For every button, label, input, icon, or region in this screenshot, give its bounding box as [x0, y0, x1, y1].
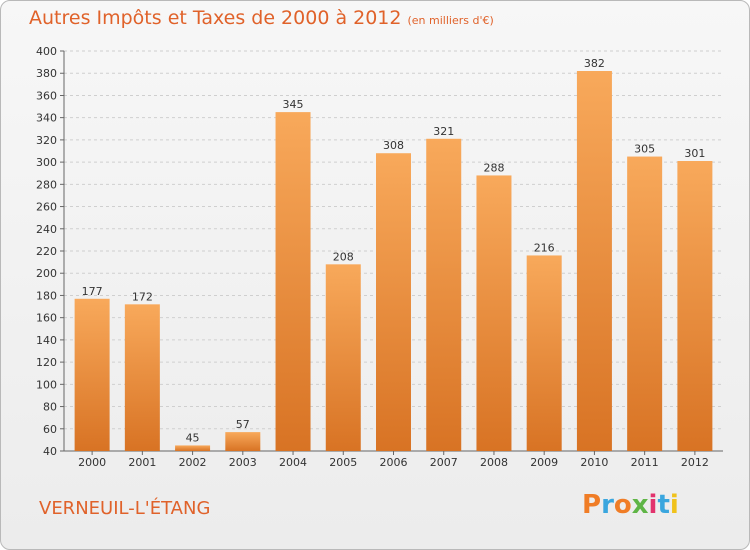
value-label: 321 [433, 125, 454, 138]
bar-2012 [677, 161, 713, 451]
y-tick-label: 40 [43, 445, 57, 458]
value-label: 57 [236, 418, 250, 431]
value-label: 208 [333, 250, 354, 263]
value-label: 177 [82, 285, 103, 298]
value-label: 172 [132, 290, 153, 303]
x-tick-label: 2006 [380, 456, 408, 469]
bar-2009 [526, 255, 562, 451]
value-label: 45 [186, 431, 200, 444]
logo-letter: o [613, 490, 632, 520]
bar-2002 [175, 445, 211, 451]
proxiti-logo[interactable]: Proxiti [582, 490, 679, 520]
value-label: 301 [684, 147, 705, 160]
bar-2010 [576, 71, 612, 451]
x-tick-label: 2005 [329, 456, 357, 469]
location-label: VERNEUIL-L'ÉTANG [39, 498, 211, 519]
y-tick-label: 120 [36, 356, 57, 369]
logo-letter: i [648, 490, 658, 520]
x-tick-label: 2010 [580, 456, 608, 469]
x-tick-label: 2009 [530, 456, 558, 469]
y-tick-label: 400 [36, 45, 57, 58]
bar-2000 [74, 298, 110, 451]
y-tick-label: 260 [36, 201, 57, 214]
logo-letter: P [582, 490, 602, 520]
bar-2007 [426, 138, 462, 451]
y-tick-label: 240 [36, 223, 57, 236]
x-tick-label: 2002 [179, 456, 207, 469]
y-tick-label: 60 [43, 423, 57, 436]
y-tick-label: 340 [36, 112, 57, 125]
bar-2011 [627, 156, 663, 452]
y-tick-label: 200 [36, 267, 57, 280]
grid-lines [64, 50, 723, 452]
y-tick-label: 380 [36, 67, 57, 80]
bar-2008 [476, 175, 512, 451]
labels: 40 60 80 100 120 140 160 180 200 220 240 260 280 300 3… [36, 45, 709, 469]
bar-2001 [124, 304, 160, 451]
y-tick-label: 320 [36, 134, 57, 147]
x-tick-label: 2004 [279, 456, 307, 469]
bar-2004 [275, 112, 311, 451]
y-tick-label: 80 [43, 401, 57, 414]
bar-2003 [225, 432, 261, 451]
logo-letter: t [657, 490, 670, 520]
y-tick-label: 180 [36, 289, 57, 302]
value-label: 288 [483, 161, 504, 174]
value-label: 216 [534, 241, 555, 254]
y-tick-label: 300 [36, 156, 57, 169]
x-tick-label: 2007 [430, 456, 458, 469]
value-label: 382 [584, 57, 605, 70]
x-tick-label: 2001 [128, 456, 156, 469]
bar-2005 [325, 264, 361, 451]
chart-subtitle: (en milliers d'€) [407, 14, 494, 27]
value-label: 305 [634, 143, 655, 156]
y-tick-label: 360 [36, 89, 57, 102]
logo-letter: x [631, 490, 649, 520]
x-tick-label: 2000 [78, 456, 106, 469]
x-tick-label: 2011 [631, 456, 659, 469]
y-tick-label: 140 [36, 334, 57, 347]
value-label: 345 [283, 98, 304, 111]
x-tick-label: 2003 [229, 456, 257, 469]
x-tick-label: 2008 [480, 456, 508, 469]
bars [74, 71, 713, 452]
y-tick-label: 220 [36, 245, 57, 258]
chart-title: Autres Impôts et Taxes de 2000 à 2012 (en… [29, 7, 494, 29]
x-tick-label: 2012 [681, 456, 709, 469]
chart-title-text: Autres Impôts et Taxes de 2000 à 2012 [29, 7, 402, 29]
value-label: 308 [383, 139, 404, 152]
logo-letter: i [669, 490, 679, 520]
bar-2006 [376, 153, 411, 451]
y-tick-label: 280 [36, 178, 57, 191]
logo-letter: r [601, 490, 614, 520]
y-tick-label: 100 [36, 378, 57, 391]
y-tick-label: 160 [36, 312, 57, 325]
